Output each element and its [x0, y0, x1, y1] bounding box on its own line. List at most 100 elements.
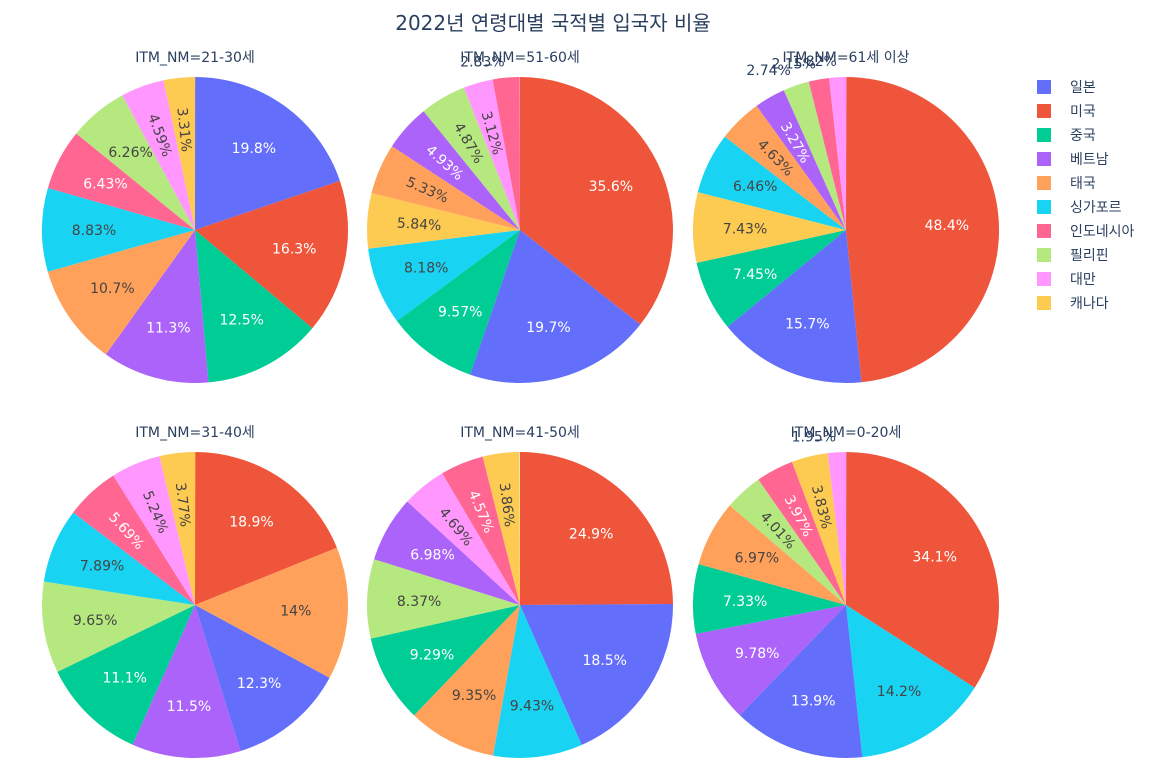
slice-label: 8.18%	[404, 260, 448, 276]
pie-subplot: ITM_NM=31-40세 18.9% 14% 12.3% 11.5% 11.1% 9.65…	[42, 425, 349, 758]
pie-slice[interactable]	[159, 451, 196, 605]
pie-slice[interactable]	[391, 111, 520, 230]
pie-slice[interactable]	[695, 605, 846, 716]
legend-item[interactable]: 태국	[1037, 176, 1096, 192]
pie-slice[interactable]	[829, 76, 847, 231]
pie-slice[interactable]	[724, 105, 846, 230]
legend-swatch	[1037, 272, 1051, 286]
pie-slice[interactable]	[729, 479, 846, 605]
pie-slice[interactable]	[396, 230, 520, 375]
legend-item[interactable]: 캐나다	[1037, 296, 1109, 312]
pie-slice[interactable]	[783, 81, 846, 231]
pie-slice[interactable]	[132, 605, 241, 758]
legend-item[interactable]: 미국	[1037, 104, 1096, 120]
legend-item[interactable]: 일본	[1037, 80, 1096, 96]
pie-slice[interactable]	[47, 230, 196, 355]
pie-slice[interactable]	[727, 230, 862, 384]
subplot-title: ITM_NM=0-20세	[791, 425, 902, 441]
pie-slice[interactable]	[43, 512, 196, 605]
legend-label: 인도네시아	[1070, 224, 1135, 240]
pie-slice[interactable]	[47, 133, 195, 230]
pie-slice[interactable]	[73, 475, 195, 605]
pie-slice[interactable]	[758, 461, 846, 605]
pie-slice[interactable]	[698, 505, 846, 605]
pie-slice[interactable]	[195, 547, 349, 678]
pie-slice[interactable]	[846, 605, 975, 758]
slice-label: 6.97%	[735, 550, 779, 566]
pie-slice[interactable]	[76, 95, 195, 231]
slice-label: 19.7%	[526, 320, 570, 336]
pie-slice[interactable]	[57, 605, 195, 745]
pie-slice[interactable]	[407, 473, 520, 605]
legend-item[interactable]: 인도네시아	[1037, 224, 1135, 240]
pie-slice[interactable]	[370, 605, 520, 716]
pie-slice[interactable]	[696, 230, 846, 327]
pie-slice[interactable]	[492, 77, 520, 230]
pie-slice[interactable]	[756, 90, 846, 230]
legend-item[interactable]: 싱가포르	[1037, 200, 1122, 216]
slice-label: 2.15%	[771, 57, 815, 73]
slice-label: 6.43%	[83, 176, 127, 192]
pie-slice[interactable]	[195, 77, 340, 230]
legend-item[interactable]: 중국	[1037, 128, 1096, 144]
chart-title: 2022년 연령대별 국적별 입국자 비율	[395, 11, 711, 35]
slice-label: 13.9%	[791, 694, 835, 710]
pie-slice[interactable]	[374, 501, 520, 605]
pie-slice[interactable]	[163, 76, 196, 230]
slice-label: 8.37%	[397, 594, 441, 610]
legend-label: 중국	[1070, 128, 1096, 144]
legend-label: 베트남	[1070, 152, 1109, 168]
pie-slice[interactable]	[423, 87, 520, 230]
pie-slice[interactable]	[846, 77, 1000, 383]
legend-label: 대만	[1070, 272, 1096, 288]
pie-slice[interactable]	[367, 192, 520, 249]
pie-slice[interactable]	[195, 605, 330, 752]
pie-slice[interactable]	[808, 77, 846, 230]
pie-slice[interactable]	[371, 146, 520, 230]
pie-slice[interactable]	[42, 581, 195, 672]
pie-slice[interactable]	[195, 230, 313, 383]
slice-label: 3.77%	[172, 482, 193, 528]
pie-slice[interactable]	[113, 456, 195, 605]
pie-slice[interactable]	[42, 187, 195, 272]
legend-label: 필리핀	[1070, 248, 1109, 264]
pie-slice[interactable]	[414, 605, 520, 756]
pie-slice[interactable]	[520, 77, 673, 325]
legend-swatch	[1037, 104, 1051, 118]
pie-slice[interactable]	[442, 456, 520, 605]
pie-slice[interactable]	[195, 452, 337, 605]
legend-swatch	[1037, 80, 1051, 94]
legend-item[interactable]: 베트남	[1037, 152, 1109, 168]
legend-swatch	[1037, 128, 1051, 142]
slice-label: 8.83%	[72, 223, 116, 239]
pie-slice[interactable]	[693, 192, 846, 263]
pie-slice[interactable]	[792, 453, 846, 605]
pie-slice[interactable]	[492, 605, 582, 759]
pie-slice[interactable]	[368, 230, 520, 321]
pie-slice[interactable]	[463, 79, 520, 231]
subplot-title: ITM_NM=41-50세	[460, 425, 580, 441]
slice-label: 3.86%	[496, 482, 517, 528]
pie-slice[interactable]	[846, 452, 999, 688]
pie-slice[interactable]	[469, 230, 641, 383]
pie-slice[interactable]	[520, 604, 674, 746]
slice-label: 19.8%	[232, 141, 276, 157]
pie-slice[interactable]	[693, 564, 846, 634]
pie-slice[interactable]	[482, 452, 520, 605]
pie-slice[interactable]	[697, 136, 846, 230]
legend-item[interactable]: 필리핀	[1037, 248, 1109, 264]
pie-slice[interactable]	[105, 230, 209, 384]
slice-label: 11.3%	[146, 320, 190, 336]
legend-item[interactable]: 대만	[1037, 272, 1096, 288]
slice-label: 16.3%	[272, 242, 316, 258]
pie-slice[interactable]	[195, 180, 348, 329]
pie-slice[interactable]	[367, 559, 520, 639]
pie-slice[interactable]	[520, 452, 673, 605]
pie-slice[interactable]	[739, 605, 863, 759]
slice-label: 7.45%	[733, 267, 777, 283]
legend-swatch	[1037, 248, 1051, 262]
slice-label: 11.1%	[102, 671, 146, 687]
pie-slice[interactable]	[122, 80, 195, 230]
pie-slice[interactable]	[827, 451, 847, 605]
